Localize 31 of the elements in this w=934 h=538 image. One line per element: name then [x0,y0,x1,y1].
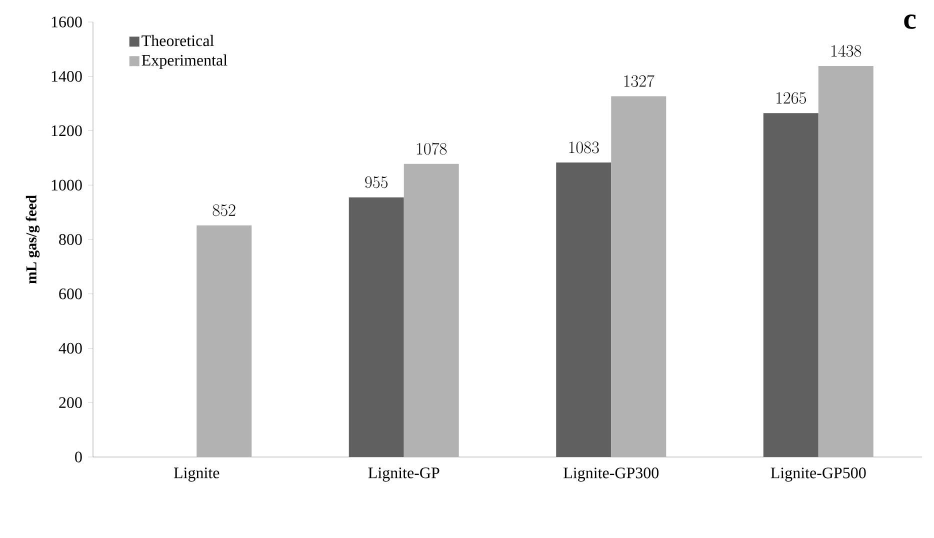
bar [611,96,666,457]
y-tick-label: 1400 [52,70,82,82]
y-tick-label: 800 [59,234,82,245]
x-tick-label: Lignite-GP500 [770,468,866,482]
data-label: 955 [365,176,388,188]
y-tick-label: 1200 [52,125,82,136]
y-tick-label: 1600 [52,16,82,28]
legend-label: Experimental [142,54,228,69]
y-axis-title: mL gas/g feed [26,195,40,284]
annotation: c [904,14,916,29]
data-label: 1327 [624,74,654,87]
x-tick-label: Lignite [174,468,220,482]
bar [556,162,612,457]
y-tick-label: 400 [58,342,82,354]
legend-label: Theoretical [142,34,214,46]
y-tick-label: 600 [59,288,82,300]
data-label: 1265 [776,92,806,104]
data-label: 1438 [832,44,862,57]
bar [348,197,404,457]
data-label: 1083 [569,142,599,154]
data-label: 852 [212,204,236,216]
bar [404,164,459,457]
y-tick-label: 200 [59,397,82,408]
y-tick-label: 1000 [52,180,82,191]
data-label: 1078 [417,142,447,155]
x-tick-label: Lignite-GP300 [564,468,659,482]
bar [196,225,252,457]
bar [818,66,874,457]
bar [763,113,818,457]
y-tick-label: 0 [75,452,82,462]
x-tick-label: Lignite-GP [368,468,440,482]
